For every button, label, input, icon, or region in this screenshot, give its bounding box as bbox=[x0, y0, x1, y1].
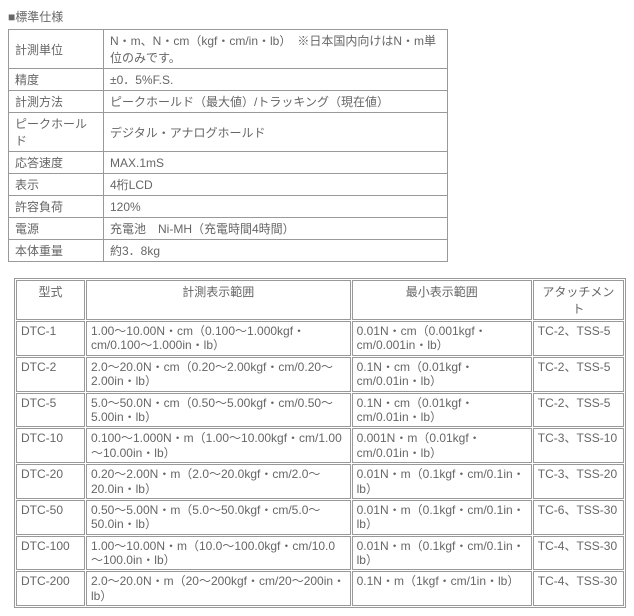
cell-attach: TC-4、TSS-30 bbox=[533, 536, 624, 571]
spec-value: 120% bbox=[104, 196, 448, 218]
spec-row: 計測方法ピークホールド（最大値）/トラッキング（現在値） bbox=[9, 91, 448, 113]
cell-range: 2.0～20.0N・cm（0.20～2.00kgf・cm/0.20～2.00in… bbox=[86, 357, 351, 392]
spec-row: 許容負荷120% bbox=[9, 196, 448, 218]
spec-value: ピークホールド（最大値）/トラッキング（現在値） bbox=[104, 91, 448, 113]
cell-min: 0.01N・m（0.1kgf・cm/0.1in・lb） bbox=[352, 536, 532, 571]
table-row: DTC-100.100～1.000N・m（1.00～10.00kgf・cm/1.… bbox=[16, 428, 624, 463]
spec-label: 応答速度 bbox=[9, 152, 104, 174]
spec-row: 計測単位N・m、N・cm（kgf・cm/in・lb） ※日本国内向けはN・m単位… bbox=[9, 30, 448, 69]
cell-range: 1.00～10.00N・m（10.0～100.0kgf・cm/10.0～100.… bbox=[86, 536, 351, 571]
cell-model: DTC-100 bbox=[16, 536, 85, 571]
spec-value: 充電池 Ni-MH（充電時間4時間） bbox=[104, 218, 448, 240]
cell-attach: TC-2、TSS-5 bbox=[533, 357, 624, 392]
spec-row: 電源充電池 Ni-MH（充電時間4時間） bbox=[9, 218, 448, 240]
cell-attach: TC-4、TSS-30 bbox=[533, 571, 624, 606]
table-row: DTC-22.0～20.0N・cm（0.20～2.00kgf・cm/0.20～2… bbox=[16, 357, 624, 392]
spec-label: 計測単位 bbox=[9, 30, 104, 69]
cell-range: 5.0～50.0N・cm（0.50～5.00kgf・cm/0.50～5.00in… bbox=[86, 393, 351, 428]
cell-range: 0.50～5.00N・m（5.0～50.0kgf・cm/5.0～50.0in・l… bbox=[86, 500, 351, 535]
spec-label: 精度 bbox=[9, 69, 104, 91]
cell-min: 0.01N・m（0.1kgf・cm/0.1in・lb） bbox=[352, 500, 532, 535]
table-row: DTC-2002.0～20.0N・m（20～200kgf・cm/20～200in… bbox=[16, 571, 624, 606]
cell-range: 0.20～2.00N・m（2.0～20.0kgf・cm/2.0～20.0in・l… bbox=[86, 464, 351, 499]
cell-min: 0.01N・m（0.1kgf・cm/0.1in・lb） bbox=[352, 464, 532, 499]
spec-label: 表示 bbox=[9, 174, 104, 196]
cell-model: DTC-5 bbox=[16, 393, 85, 428]
cell-attach: TC-6、TSS-30 bbox=[533, 500, 624, 535]
spec-row: ピークホールドデジタル・アナログホールド bbox=[9, 113, 448, 152]
spec-value: デジタル・アナログホールド bbox=[104, 113, 448, 152]
spec-value: ±0．5%F.S. bbox=[104, 69, 448, 91]
cell-min: 0.1N・m（1kgf・cm/1in・lb） bbox=[352, 571, 532, 606]
header-attach: アタッチメント bbox=[533, 280, 624, 320]
spec-label: 許容負荷 bbox=[9, 196, 104, 218]
header-model: 型式 bbox=[16, 280, 85, 320]
cell-min: 0.01N・cm（0.001kgf・cm/0.001in・lb） bbox=[352, 321, 532, 356]
models-table: 型式 計測表示範囲 最小表示範囲 アタッチメント DTC-11.00～10.00… bbox=[14, 278, 626, 608]
cell-attach: TC-2、TSS-5 bbox=[533, 321, 624, 356]
header-range: 計測表示範囲 bbox=[86, 280, 351, 320]
cell-model: DTC-200 bbox=[16, 571, 85, 606]
spec-row: 精度±0．5%F.S. bbox=[9, 69, 448, 91]
spec-row: 表示4桁LCD bbox=[9, 174, 448, 196]
spec-value: N・m、N・cm（kgf・cm/in・lb） ※日本国内向けはN・m単位のみです… bbox=[104, 30, 448, 69]
spec-value: MAX.1mS bbox=[104, 152, 448, 174]
cell-range: 2.0～20.0N・m（20～200kgf・cm/20～200in・lb） bbox=[86, 571, 351, 606]
spec-label: 計測方法 bbox=[9, 91, 104, 113]
spec-label: ピークホールド bbox=[9, 113, 104, 152]
cell-range: 1.00～10.00N・cm（0.100～1.000kgf・cm/0.100～1… bbox=[86, 321, 351, 356]
cell-model: DTC-10 bbox=[16, 428, 85, 463]
table-row: DTC-1001.00～10.00N・m（10.0～100.0kgf・cm/10… bbox=[16, 536, 624, 571]
heading: ■標準仕様 bbox=[8, 8, 626, 25]
cell-model: DTC-2 bbox=[16, 357, 85, 392]
cell-model: DTC-50 bbox=[16, 500, 85, 535]
spec-label: 本体重量 bbox=[9, 240, 104, 262]
table-row: DTC-500.50～5.00N・m（5.0～50.0kgf・cm/5.0～50… bbox=[16, 500, 624, 535]
cell-min: 0.1N・cm（0.01kgf・cm/0.01in・lb） bbox=[352, 357, 532, 392]
cell-model: DTC-1 bbox=[16, 321, 85, 356]
cell-range: 0.100～1.000N・m（1.00～10.00kgf・cm/1.00～10.… bbox=[86, 428, 351, 463]
cell-model: DTC-20 bbox=[16, 464, 85, 499]
table-row: DTC-55.0～50.0N・cm（0.50～5.00kgf・cm/0.50～5… bbox=[16, 393, 624, 428]
table-row: DTC-200.20～2.00N・m（2.0～20.0kgf・cm/2.0～20… bbox=[16, 464, 624, 499]
cell-attach: TC-3、TSS-20 bbox=[533, 464, 624, 499]
spec-value: 4桁LCD bbox=[104, 174, 448, 196]
cell-attach: TC-2、TSS-5 bbox=[533, 393, 624, 428]
header-min: 最小表示範囲 bbox=[352, 280, 532, 320]
cell-min: 0.1N・cm（0.01kgf・cm/0.01in・lb） bbox=[352, 393, 532, 428]
spec-row: 本体重量約3．8kg bbox=[9, 240, 448, 262]
spec-table: 計測単位N・m、N・cm（kgf・cm/in・lb） ※日本国内向けはN・m単位… bbox=[8, 29, 448, 262]
cell-min: 0.001N・m（0.01kgf・cm/0.01in・lb） bbox=[352, 428, 532, 463]
spec-label: 電源 bbox=[9, 218, 104, 240]
table-row: DTC-11.00～10.00N・cm（0.100～1.000kgf・cm/0.… bbox=[16, 321, 624, 356]
spec-value: 約3．8kg bbox=[104, 240, 448, 262]
spec-row: 応答速度MAX.1mS bbox=[9, 152, 448, 174]
cell-attach: TC-3、TSS-10 bbox=[533, 428, 624, 463]
